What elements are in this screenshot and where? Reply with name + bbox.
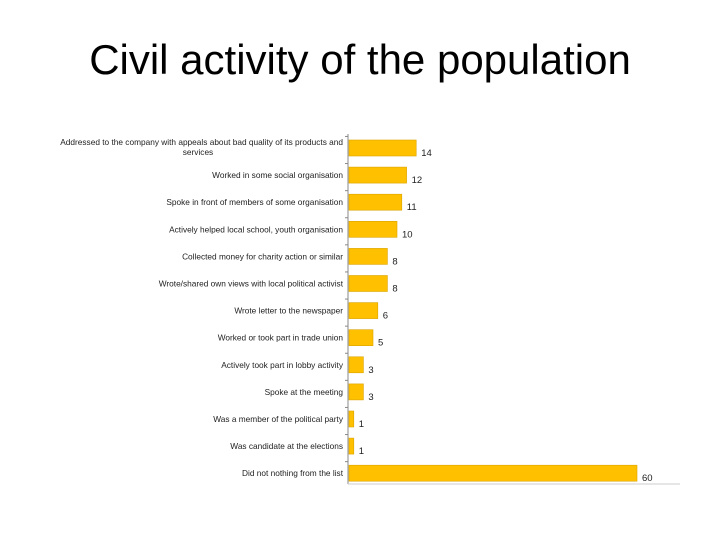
bar <box>348 248 388 265</box>
bar <box>348 437 355 455</box>
bar <box>348 383 364 401</box>
data-label: 60 <box>642 473 653 484</box>
bar <box>348 356 364 374</box>
bar <box>348 221 398 238</box>
bar <box>348 139 417 157</box>
bar <box>348 464 638 482</box>
data-label: 8 <box>392 284 397 295</box>
bar <box>348 193 403 211</box>
data-label: 3 <box>368 365 373 376</box>
page-title: Civil activity of the population <box>89 36 631 83</box>
category-label: Spoke at the meeting <box>265 387 344 397</box>
category-label: Was a member of the political party <box>213 414 344 424</box>
category-label: Wrote/shared own views with local politi… <box>159 279 344 289</box>
data-label: 8 <box>392 256 397 267</box>
data-label: 12 <box>412 175 423 186</box>
category-label: Worked or took part in trade union <box>218 333 344 343</box>
data-label: 11 <box>407 202 417 213</box>
data-label: 1 <box>359 419 364 430</box>
data-label: 10 <box>402 229 413 240</box>
bar <box>348 329 374 347</box>
category-label: Wrote letter to the newspaper <box>234 306 343 316</box>
data-label: 3 <box>368 392 373 403</box>
category-label: services <box>183 147 213 157</box>
bar <box>348 302 379 319</box>
category-label: Was candidate at the elections <box>230 441 343 451</box>
category-label: Did not nothing from the list <box>242 468 344 478</box>
category-label: Collected money for charity action or si… <box>182 251 343 261</box>
data-label: 14 <box>421 148 432 159</box>
category-label: Addressed to the company with appeals ab… <box>60 137 343 147</box>
category-label: Actively helped local school, youth orga… <box>169 224 343 234</box>
bar <box>348 275 388 292</box>
data-label: 1 <box>359 446 364 457</box>
category-label: Worked in some social organisation <box>212 170 343 180</box>
category-label: Spoke in front of members of some organi… <box>166 197 343 207</box>
data-label: 6 <box>383 311 388 322</box>
category-label: Actively took part in lobby activity <box>221 360 344 370</box>
bar <box>348 166 407 184</box>
bar <box>348 410 355 428</box>
data-label: 5 <box>378 338 383 349</box>
